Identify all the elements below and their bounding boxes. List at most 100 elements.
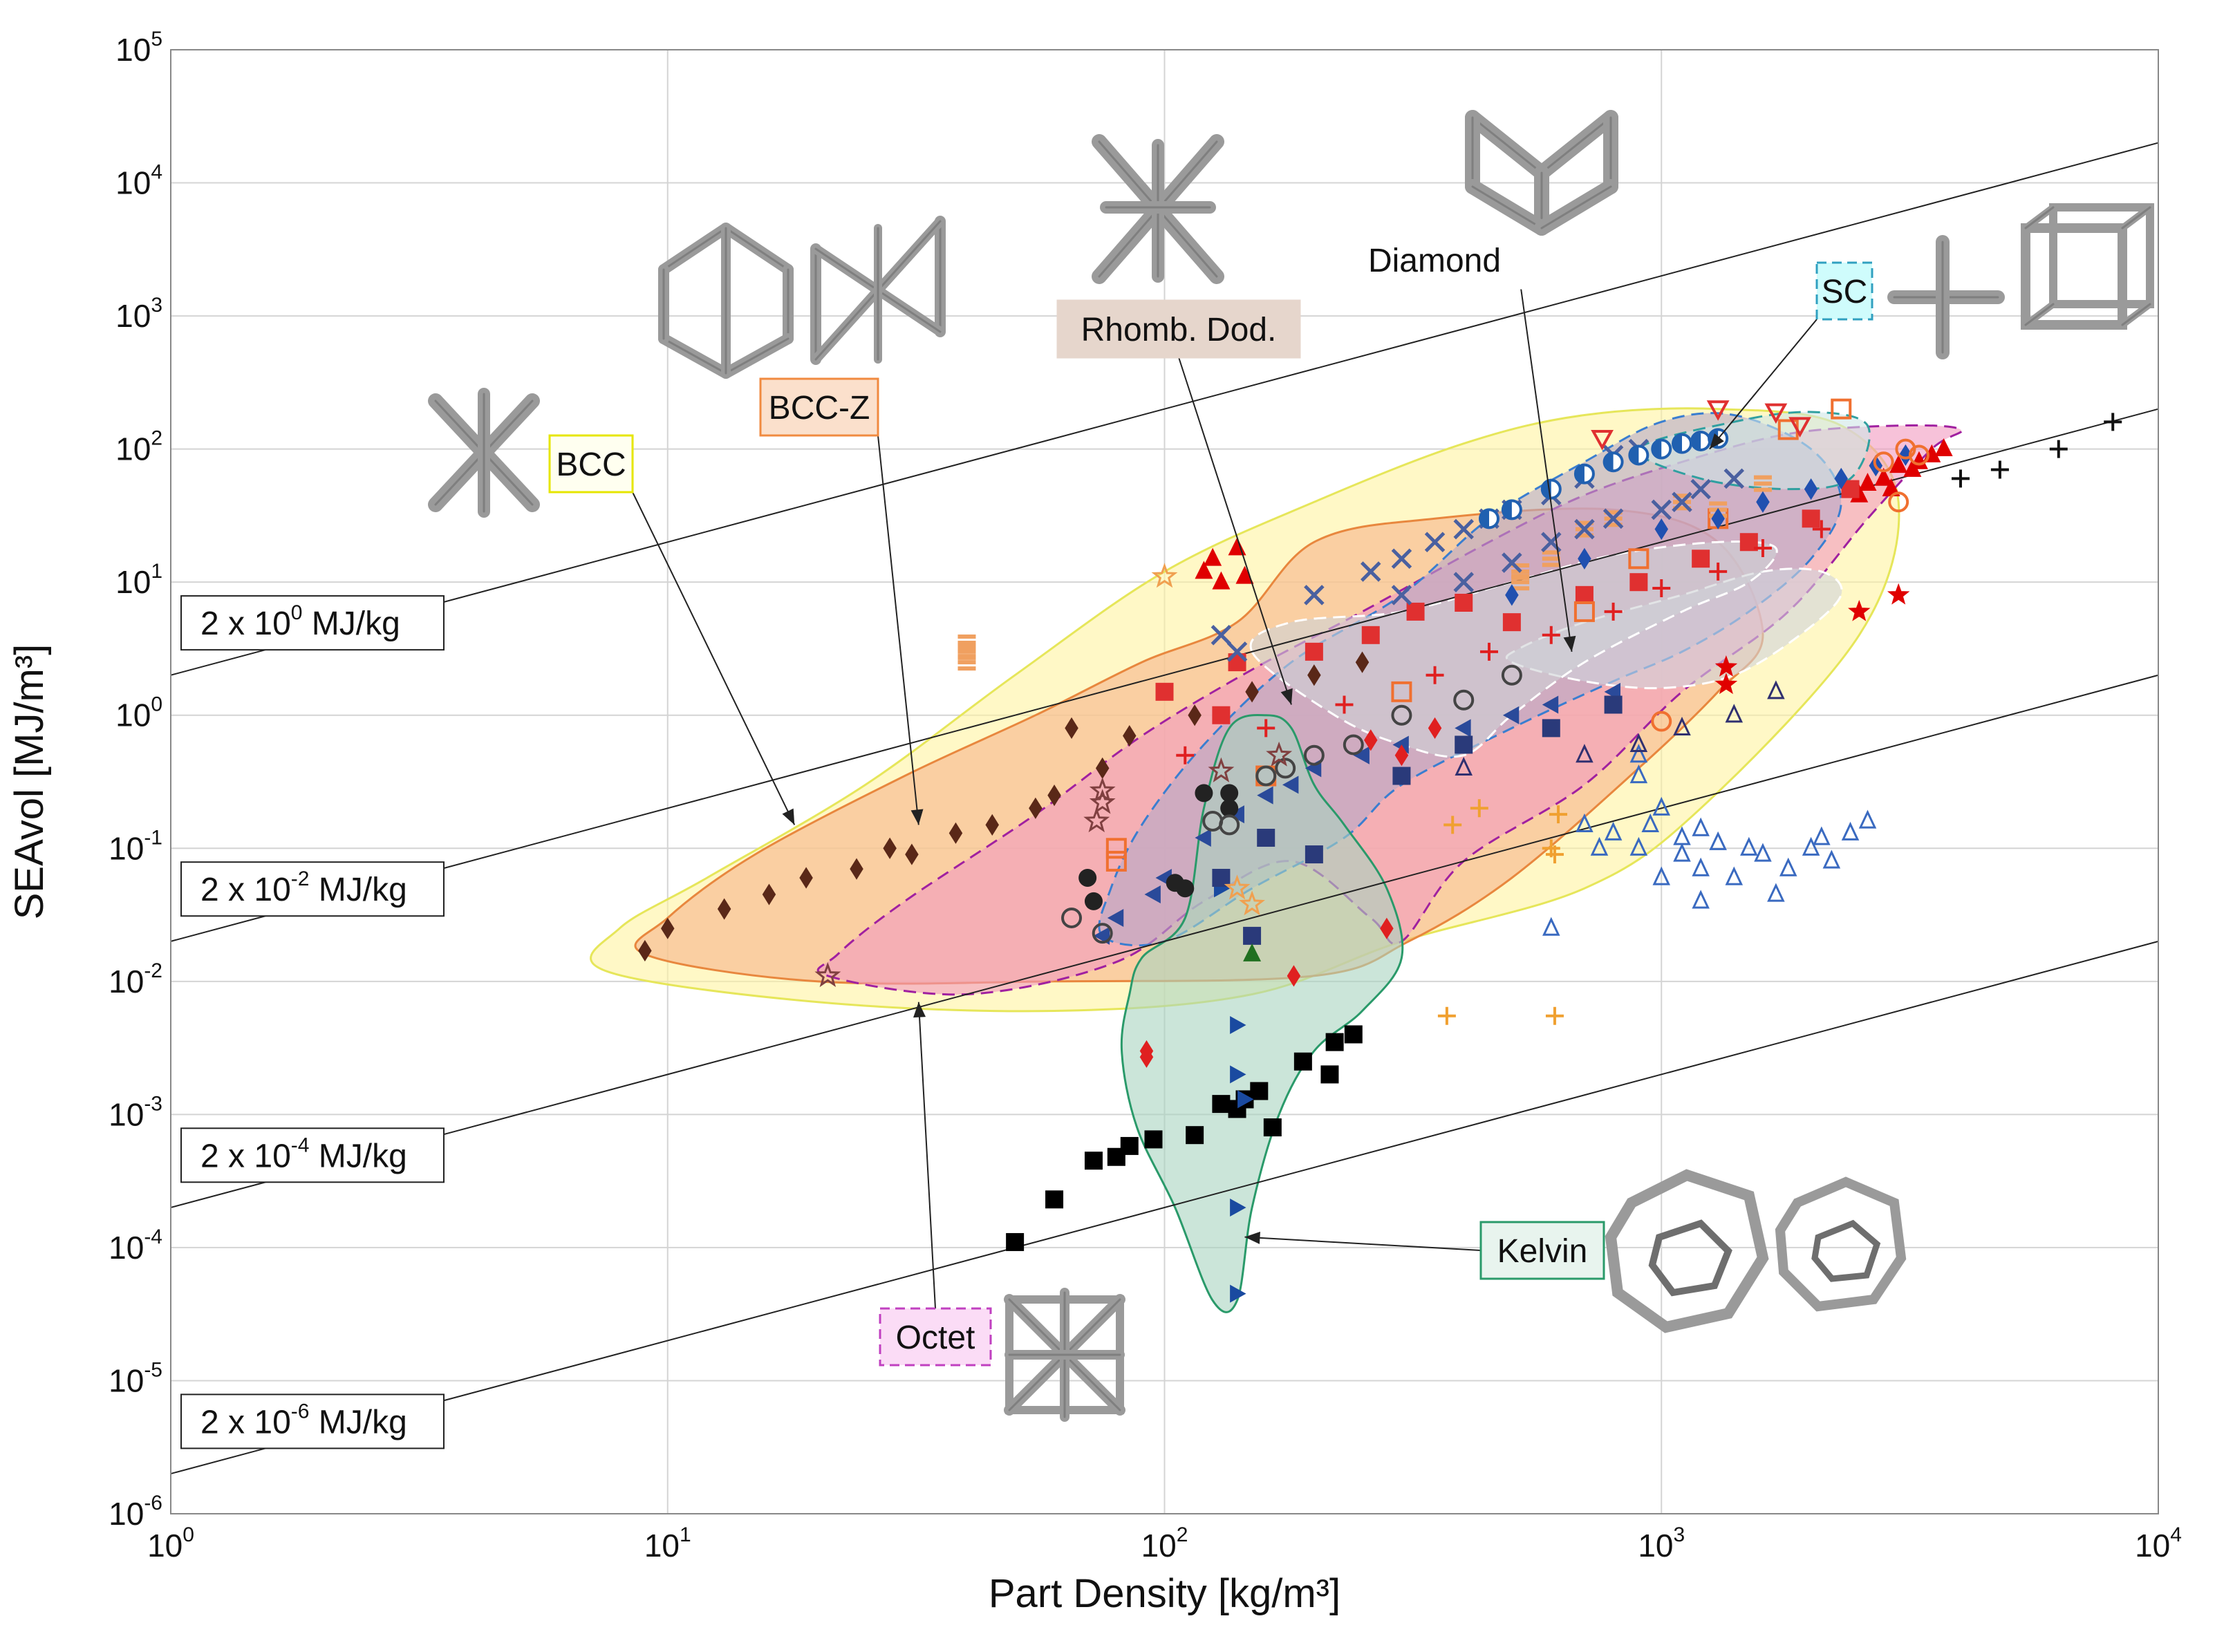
- data-point: [814, 961, 841, 988]
- data-point: [1303, 744, 1325, 766]
- data-point: [1443, 816, 1462, 834]
- data-point: [1455, 594, 1473, 612]
- data-point: [1235, 565, 1254, 584]
- lattice-icons: [428, 110, 2154, 1422]
- callout-box-rhomb-dod-: [1056, 299, 1301, 359]
- sc-lattice-icon-2: [2021, 203, 2154, 330]
- callout-arrow: [1709, 319, 1817, 450]
- data-point: [1208, 757, 1235, 782]
- data-point: [985, 814, 999, 836]
- callout-arrowhead: [782, 808, 795, 825]
- data-point: [1651, 711, 1672, 732]
- data-point: [1951, 469, 1970, 488]
- data-point: [1380, 917, 1394, 939]
- callout-arrow: [1244, 1236, 1482, 1251]
- y-tick-label: 103: [115, 294, 162, 334]
- guide-label: 2 x 100 MJ/kg: [200, 601, 400, 642]
- data-point: [1834, 467, 1848, 489]
- callout-box-sc: [1815, 261, 1873, 321]
- data-point: [1307, 664, 1321, 686]
- kelvin-lattice-icon-2: [1775, 1176, 1907, 1312]
- data-point: [1220, 799, 1239, 818]
- data-point: [1725, 866, 1744, 885]
- data-point: [1505, 584, 1519, 606]
- callout-arrowhead: [1280, 688, 1293, 705]
- data-point: [1542, 550, 1560, 567]
- guide-line: [170, 408, 2159, 942]
- callout-label: SC: [1822, 274, 1868, 310]
- data-point: [1212, 1095, 1231, 1114]
- data-point: [1822, 850, 1841, 869]
- x-tick-label: 103: [1638, 1523, 1685, 1564]
- data-point: [1325, 1033, 1344, 1051]
- x-tick-label: 101: [644, 1523, 691, 1564]
- data-point: [1629, 836, 1648, 856]
- data-point: [1478, 508, 1499, 529]
- data-point: [1355, 651, 1370, 673]
- y-tick-label: 105: [115, 28, 162, 68]
- data-point: [1873, 451, 1894, 473]
- y-tick-label: 100: [115, 693, 162, 733]
- series-red-diamonds: [1139, 717, 1442, 1068]
- y-axis-label: SEAvol [MJ/m³]: [7, 644, 52, 920]
- x-tick-label: 100: [147, 1523, 194, 1564]
- data-point: [762, 883, 776, 905]
- data-point: [1105, 850, 1127, 872]
- data-point: [1714, 673, 1738, 695]
- region-bcc-core: [1249, 541, 1778, 758]
- data-point: [1692, 550, 1710, 568]
- data-point: [1590, 836, 1609, 856]
- data-point: [717, 898, 731, 920]
- bcc-z-lattice-icon-2: [810, 216, 946, 365]
- callout-arrow: [917, 1002, 936, 1309]
- data-point: [1903, 458, 1922, 477]
- guide-label-box: [180, 1127, 445, 1183]
- y-tick-label: 102: [115, 427, 162, 467]
- callout-box-bcc: [548, 434, 634, 494]
- callout-arrow: [632, 491, 796, 825]
- data-point: [1545, 1006, 1564, 1025]
- data-point: [1652, 866, 1671, 885]
- data-point: [1841, 821, 1860, 841]
- data-point: [1888, 491, 1909, 513]
- data-point: [1426, 666, 1444, 684]
- callout-label: Octet: [896, 1320, 975, 1356]
- data-point: [1230, 1284, 1246, 1303]
- data-point: [1714, 655, 1738, 677]
- data-point: [1502, 552, 1522, 573]
- guide-label-box: [180, 595, 445, 651]
- data-point: [1848, 599, 1871, 621]
- callouts: BCC BCC-Z Rhomb. Dod. Diamond SC Kelvin Octet: [548, 230, 1873, 1367]
- data-point: [1095, 757, 1110, 779]
- series-blue-half-circles: [1478, 428, 1729, 529]
- data-point: [1629, 764, 1648, 784]
- series-green-triangle: [1243, 943, 1262, 961]
- data-point: [1672, 491, 1692, 513]
- data-point: [2049, 440, 2068, 458]
- data-point: [1228, 805, 1244, 824]
- data-point: [1709, 831, 1727, 850]
- y-tick-label: 10-1: [109, 826, 162, 866]
- data-point: [1542, 839, 1560, 858]
- data-point: [1882, 478, 1900, 496]
- data-point: [1257, 719, 1275, 738]
- data-point: [1220, 784, 1239, 802]
- data-point: [1266, 741, 1293, 767]
- series-red-plus: [1176, 520, 1831, 764]
- data-point: [1540, 478, 1562, 500]
- data-point: [1542, 695, 1559, 714]
- data-point: [1740, 836, 1758, 856]
- data-point: [1802, 836, 1820, 856]
- data-point: [1470, 799, 1488, 818]
- data-point: [1230, 1015, 1246, 1034]
- data-point: [1573, 601, 1595, 622]
- data-point: [1361, 626, 1380, 644]
- data-point: [1652, 796, 1671, 816]
- data-point: [1239, 890, 1266, 916]
- series-brown-open-stars: [814, 741, 1293, 988]
- series-orange-plus: [1437, 799, 1568, 1025]
- data-point: [1195, 784, 1213, 802]
- data-point: [1391, 548, 1412, 570]
- tick-labels: 100 101 102 103 104 10-6 10-5 10-4 10-3 10-2 10-1 1…: [109, 28, 2182, 1564]
- data-point: [1255, 765, 1277, 787]
